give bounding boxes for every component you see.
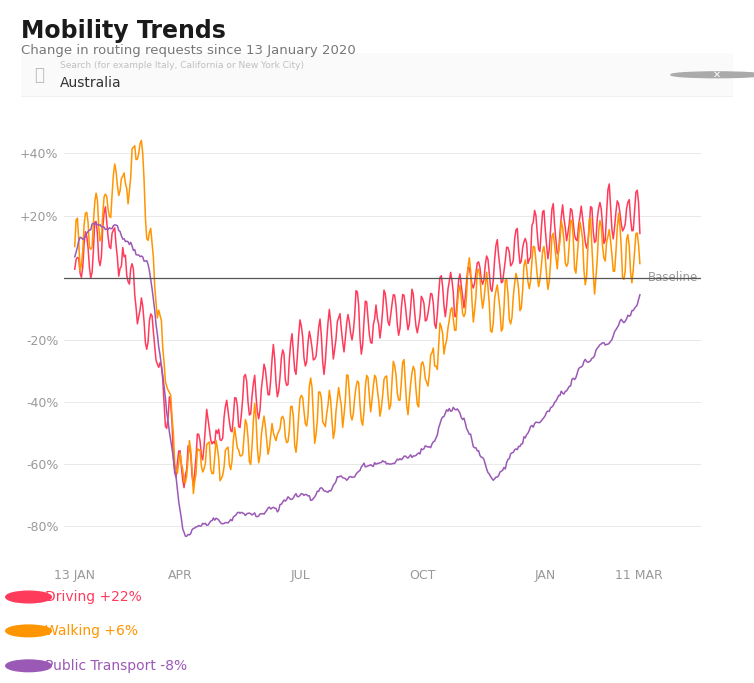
Circle shape: [6, 625, 51, 637]
Text: Search (for example Italy, California or New York City): Search (for example Italy, California or…: [60, 61, 305, 70]
Text: Mobility Trends: Mobility Trends: [21, 19, 226, 43]
Circle shape: [6, 660, 51, 671]
Text: ✕: ✕: [713, 70, 722, 80]
Circle shape: [6, 591, 51, 603]
Text: ⌕: ⌕: [34, 66, 44, 84]
Text: Australia: Australia: [60, 76, 122, 89]
Text: Public Transport -8%: Public Transport -8%: [45, 659, 187, 673]
FancyBboxPatch shape: [11, 52, 743, 98]
Text: Change in routing requests since 13 January 2020: Change in routing requests since 13 Janu…: [21, 44, 356, 57]
Text: Baseline: Baseline: [648, 271, 698, 284]
Text: Driving +22%: Driving +22%: [45, 590, 142, 604]
Text: Walking +6%: Walking +6%: [45, 624, 138, 638]
Circle shape: [671, 72, 754, 78]
